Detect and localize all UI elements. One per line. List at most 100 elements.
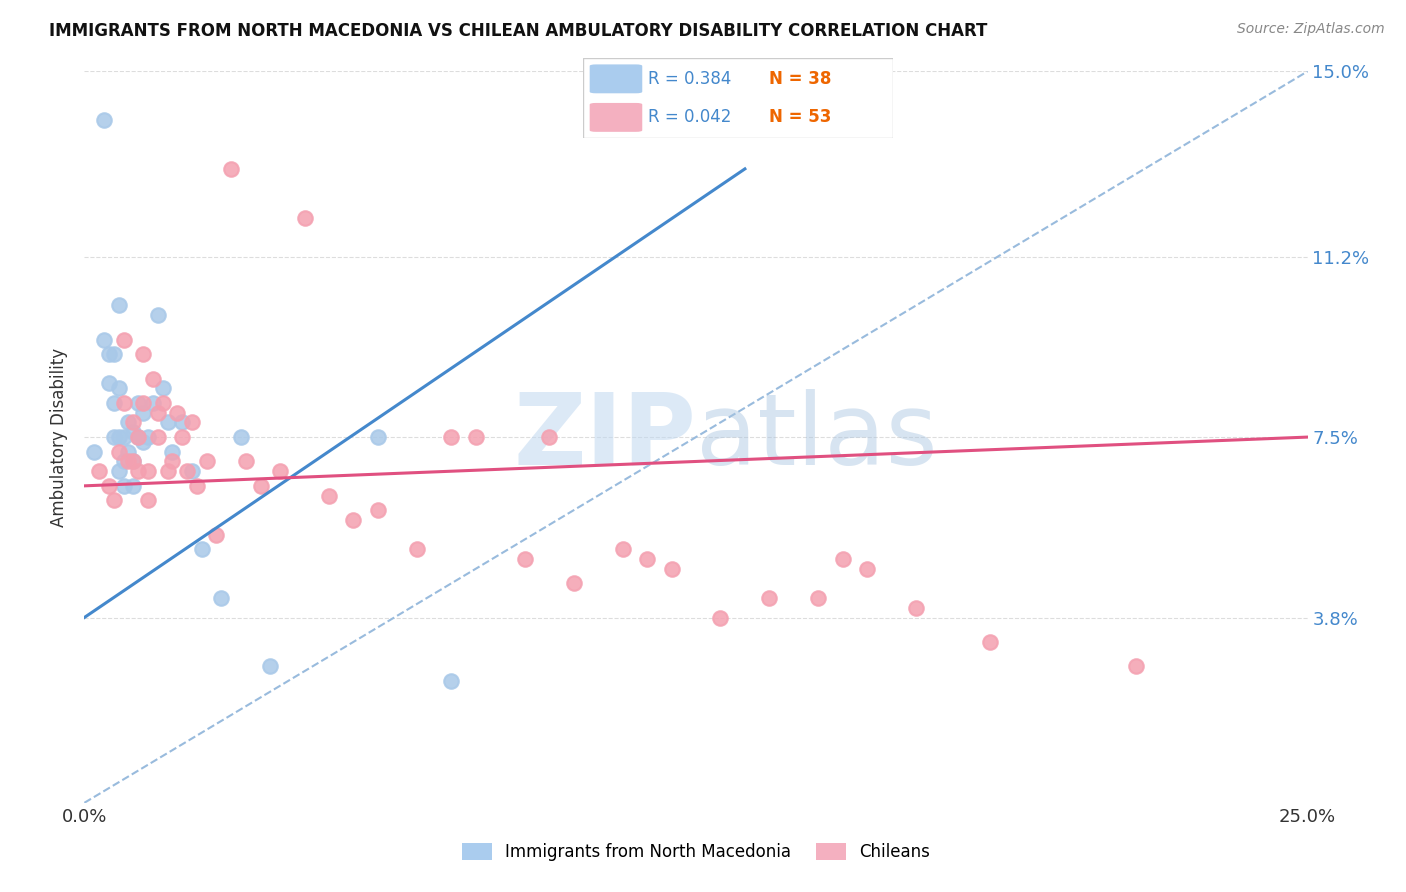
Point [87,464,110,478]
Text: ZIP: ZIP [513,389,696,485]
Point [191,542,214,557]
Point [269,464,291,478]
Point [367,430,389,444]
Point [112,454,135,468]
Text: atlas: atlas [696,389,938,485]
Point [367,503,389,517]
Point [162,444,184,458]
Point [146,308,169,322]
Point [136,464,159,478]
Point [103,493,125,508]
Point [166,406,188,420]
Point [562,576,585,591]
Point [758,591,780,605]
Point [93,113,115,128]
Point [636,552,658,566]
Text: R = 0.042: R = 0.042 [648,109,731,127]
Point [83,444,105,458]
Point [93,333,115,347]
Y-axis label: Ambulatory Disability: Ambulatory Disability [51,348,69,526]
Point [132,434,155,449]
Point [122,425,145,440]
Point [156,464,179,478]
Point [612,542,634,557]
Point [856,562,879,576]
Point [132,396,155,410]
Point [122,479,145,493]
Point [229,430,252,444]
Point [112,479,135,493]
Point [905,600,928,615]
Point [97,479,120,493]
Point [122,416,145,430]
Point [513,552,536,566]
Point [162,454,184,468]
Point [152,396,174,410]
Point [112,396,135,410]
Point [342,513,364,527]
Point [107,430,129,444]
Point [142,371,165,385]
Point [259,659,281,673]
Point [146,406,169,420]
Point [406,542,429,557]
Point [117,454,139,468]
Point [97,347,120,361]
Legend: Immigrants from North Macedonia, Chileans: Immigrants from North Macedonia, Chilean… [456,836,936,868]
Point [127,430,149,444]
Point [107,381,129,395]
FancyBboxPatch shape [589,64,643,94]
Point [142,396,165,410]
Point [235,454,257,468]
Point [538,430,561,444]
Point [464,430,486,444]
Point [440,673,463,688]
Point [172,416,194,430]
Point [831,552,853,566]
Point [205,527,228,541]
Point [156,416,179,430]
Point [176,464,198,478]
Point [107,298,129,312]
Point [219,161,242,176]
Text: R = 0.384: R = 0.384 [648,70,731,87]
Point [181,416,204,430]
Point [209,591,232,605]
Text: N = 53: N = 53 [769,109,831,127]
Point [112,430,135,444]
Point [186,479,208,493]
Point [122,454,145,468]
Point [117,444,139,458]
Point [127,464,149,478]
Point [122,454,145,468]
Point [146,430,169,444]
Point [136,493,159,508]
Point [979,635,1001,649]
Point [107,444,129,458]
Point [112,333,135,347]
FancyBboxPatch shape [583,58,893,138]
Point [440,430,463,444]
FancyBboxPatch shape [589,103,643,132]
Point [294,211,316,225]
Point [195,454,218,468]
Text: IMMIGRANTS FROM NORTH MACEDONIA VS CHILEAN AMBULATORY DISABILITY CORRELATION CHA: IMMIGRANTS FROM NORTH MACEDONIA VS CHILE… [49,22,987,40]
Point [181,464,204,478]
Point [807,591,830,605]
Point [103,430,125,444]
Point [318,489,340,503]
Point [152,381,174,395]
Point [136,430,159,444]
Point [107,464,129,478]
Point [97,376,120,391]
Point [127,396,149,410]
Point [661,562,683,576]
Point [1125,659,1147,673]
Point [117,416,139,430]
Point [103,396,125,410]
Point [127,430,149,444]
Point [172,430,194,444]
Text: Source: ZipAtlas.com: Source: ZipAtlas.com [1237,22,1385,37]
Point [103,347,125,361]
Point [132,347,155,361]
